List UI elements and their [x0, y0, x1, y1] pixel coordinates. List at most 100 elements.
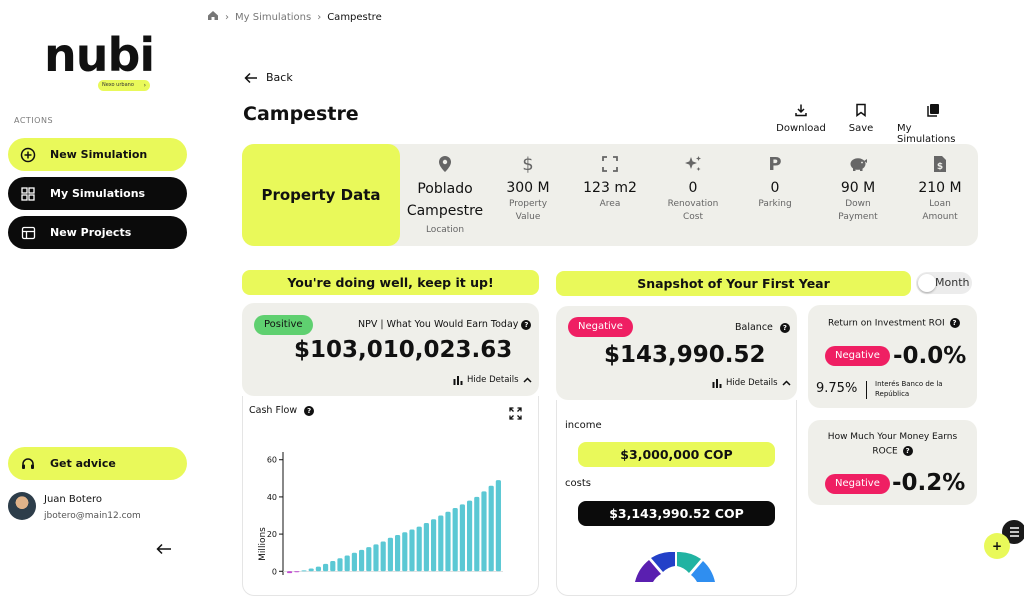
cash-flow-bar[interactable] — [467, 500, 473, 572]
cash-flow-bar[interactable] — [431, 519, 437, 572]
month-toggle[interactable]: Month — [916, 272, 972, 294]
roce-status-badge: Negative — [825, 474, 890, 494]
home-icon[interactable] — [207, 10, 219, 24]
status-badge: Negative — [568, 317, 633, 337]
chevron-up-icon — [523, 377, 532, 383]
location-value: Poblado Campestre — [406, 181, 484, 219]
balance-hide-details-label: Hide Details — [726, 378, 778, 388]
month-toggle-label: Month — [935, 276, 970, 289]
cash-flow-bar[interactable] — [438, 515, 444, 572]
cash-flow-bar[interactable] — [474, 496, 480, 572]
cash-flow-bar[interactable] — [373, 544, 379, 572]
store-icon — [20, 225, 36, 241]
get-advice-button[interactable]: Get advice — [8, 447, 187, 480]
cash-flow-bar[interactable] — [287, 571, 293, 574]
chevron-right-icon: › — [225, 11, 229, 23]
property-renovation: 0 Renovation Cost — [647, 152, 739, 224]
property-location: Poblado Campestre Location — [399, 152, 491, 237]
chevron-right-icon: › — [317, 11, 322, 23]
dollar-icon: $ — [522, 153, 534, 175]
help-icon[interactable]: ? — [304, 405, 315, 416]
donut-chart — [635, 552, 715, 582]
my-simulations-action[interactable]: My Simulations — [897, 103, 969, 145]
cash-flow-bar[interactable] — [366, 547, 372, 572]
divider — [866, 381, 867, 399]
property-loan: $ 210 M Loan Amount — [894, 152, 986, 224]
balance-hide-details-button[interactable]: Hide Details — [712, 378, 791, 388]
cash-flow-bar[interactable] — [301, 570, 307, 572]
y-tick-label: 60 — [267, 456, 277, 465]
logo-tagline: Nexo urbano › — [98, 80, 150, 91]
cash-flow-bar[interactable] — [423, 522, 429, 572]
help-icon[interactable]: ? — [779, 322, 790, 333]
my-simulations-button[interactable]: My Simulations — [8, 177, 187, 210]
cash-flow-bar[interactable] — [409, 529, 415, 572]
parking-value: 0 — [770, 180, 780, 196]
cash-flow-bar[interactable] — [380, 541, 386, 572]
back-button[interactable]: Back — [244, 71, 293, 84]
cash-flow-bar[interactable] — [330, 561, 336, 572]
cash-flow-bar[interactable] — [452, 508, 458, 572]
roi-status-badge: Negative — [825, 346, 890, 366]
cash-flow-bar[interactable] — [416, 526, 422, 572]
toggle-knob — [918, 274, 936, 292]
loan-label: Loan Amount — [922, 199, 958, 222]
cash-flow-bar[interactable] — [351, 552, 357, 572]
cash-flow-bar[interactable] — [315, 566, 321, 572]
cash-flow-bar[interactable] — [495, 480, 501, 572]
chevron-right-icon: › — [143, 82, 146, 89]
sparkles-icon — [647, 152, 739, 176]
page-title: Campestre — [243, 103, 359, 125]
help-icon[interactable]: ? — [949, 318, 960, 328]
cash-flow-bar[interactable] — [308, 568, 314, 572]
cash-flow-bar[interactable] — [445, 511, 451, 572]
money-doc-icon: $ — [894, 152, 986, 176]
help-icon[interactable]: ? — [521, 319, 532, 330]
cash-flow-bar[interactable] — [323, 563, 329, 572]
new-projects-label: New Projects — [50, 226, 132, 239]
avatar[interactable] — [8, 492, 36, 520]
bar-chart-icon — [453, 376, 463, 385]
breadcrumb-item[interactable]: My Simulations — [235, 11, 312, 23]
npv-label: NPV | What You Would Earn Today — [358, 319, 519, 330]
status-badge: Positive — [254, 315, 313, 335]
roi-title: Return on Investment ROI — [828, 318, 945, 329]
list-icon — [1010, 527, 1019, 537]
npv-hide-details-label: Hide Details — [467, 375, 519, 385]
y-tick-label: 40 — [267, 493, 277, 502]
back-label: Back — [266, 71, 293, 84]
logo-tagline-text: Nexo urbano — [102, 82, 134, 88]
y-tick-label: 0 — [272, 567, 277, 576]
cash-flow-bar[interactable] — [481, 491, 487, 572]
get-advice-label: Get advice — [50, 457, 116, 470]
fullscreen-icon[interactable] — [509, 405, 522, 424]
cash-flow-bar[interactable] — [459, 504, 465, 572]
cash-flow-bar[interactable] — [294, 571, 300, 573]
roi-value: -0.0% — [893, 343, 967, 369]
loan-value: 210 M — [918, 180, 962, 196]
cash-flow-bar[interactable] — [488, 485, 494, 572]
property-area: 123 m2 Area — [564, 152, 656, 211]
cash-flow-bar[interactable] — [387, 537, 393, 572]
new-simulation-button[interactable]: New Simulation — [8, 138, 187, 171]
user-name: Juan Botero — [44, 494, 102, 505]
nubi-logo[interactable]: nubi — [44, 28, 155, 82]
balance-card: Negative Balance ? $143,990.52 Hide Deta… — [556, 306, 797, 400]
save-button[interactable]: Save — [846, 103, 876, 134]
arrow-left-icon — [244, 72, 257, 83]
collapse-sidebar-icon[interactable] — [156, 540, 172, 559]
property-value: $ 300 M Property Value — [482, 152, 574, 224]
cash-flow-bar[interactable] — [337, 558, 343, 572]
actions-section-label: ACTIONS — [14, 116, 54, 125]
property-parking: P 0 Parking — [729, 152, 821, 211]
cash-flow-bar[interactable] — [402, 532, 408, 572]
add-fab[interactable]: + — [984, 533, 1010, 559]
new-projects-button[interactable]: New Projects — [8, 216, 187, 249]
download-button[interactable]: Download — [776, 103, 826, 134]
cash-flow-bar[interactable] — [395, 535, 401, 572]
cash-flow-bar[interactable] — [344, 555, 350, 572]
npv-hide-details-button[interactable]: Hide Details — [453, 375, 532, 385]
roce-subtitle-row: ROCE ? — [808, 446, 977, 457]
help-icon[interactable]: ? — [902, 446, 913, 456]
cash-flow-bar[interactable] — [359, 549, 365, 572]
